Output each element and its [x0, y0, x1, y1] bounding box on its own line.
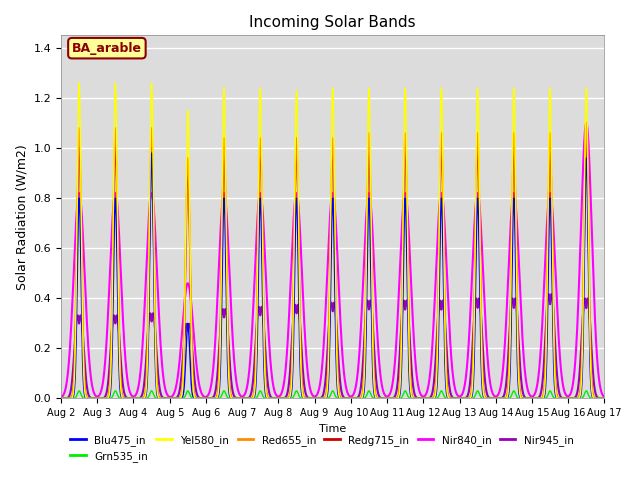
Blu475_in [312, 396, 320, 401]
Nir945_in [485, 395, 493, 401]
Blu475_in [148, 150, 156, 156]
Redg715_in [424, 396, 432, 401]
Yel580_in [600, 396, 607, 401]
Redg715_in [57, 396, 65, 401]
Blu475_in [424, 396, 432, 401]
Nir945_in [57, 396, 65, 401]
Red655_in [155, 393, 163, 399]
Yel580_in [486, 396, 493, 401]
Nir840_in [57, 395, 65, 400]
Grn535_in [57, 396, 65, 401]
Y-axis label: Solar Radiation (W/m2): Solar Radiation (W/m2) [15, 144, 28, 290]
Grn535_in [582, 388, 590, 394]
Redg715_in [76, 138, 83, 144]
Line: Nir945_in: Nir945_in [61, 294, 604, 398]
X-axis label: Time: Time [319, 424, 346, 433]
Yel580_in [76, 80, 83, 86]
Redg715_in [600, 396, 608, 401]
Nir945_in [548, 291, 556, 297]
Yel580_in [424, 396, 432, 401]
Redg715_in [486, 396, 493, 401]
Nir945_in [424, 396, 432, 401]
Nir945_in [600, 396, 607, 401]
Grn535_in [424, 396, 432, 401]
Nir840_in [424, 384, 432, 389]
Line: Yel580_in: Yel580_in [61, 83, 604, 398]
Redg715_in [312, 396, 320, 401]
Nir945_in [600, 396, 608, 401]
Red655_in [582, 120, 590, 126]
Text: BA_arable: BA_arable [72, 42, 142, 55]
Blu475_in [454, 396, 462, 401]
Red655_in [454, 396, 462, 401]
Line: Redg715_in: Redg715_in [61, 141, 604, 398]
Line: Grn535_in: Grn535_in [61, 391, 604, 398]
Red655_in [312, 396, 320, 401]
Title: Incoming Solar Bands: Incoming Solar Bands [250, 15, 416, 30]
Yel580_in [600, 396, 608, 401]
Yel580_in [57, 396, 65, 401]
Grn535_in [485, 396, 493, 401]
Grn535_in [454, 396, 462, 401]
Grn535_in [312, 396, 320, 401]
Nir840_in [155, 305, 163, 311]
Nir945_in [155, 377, 163, 383]
Blu475_in [600, 396, 607, 401]
Nir840_in [454, 393, 462, 399]
Nir840_in [600, 394, 608, 400]
Grn535_in [600, 396, 608, 401]
Blu475_in [600, 396, 608, 401]
Yel580_in [454, 396, 462, 401]
Redg715_in [600, 396, 607, 401]
Red655_in [485, 396, 493, 401]
Yel580_in [155, 395, 163, 401]
Line: Nir840_in: Nir840_in [61, 123, 604, 397]
Red655_in [600, 396, 607, 401]
Yel580_in [312, 396, 320, 401]
Grn535_in [155, 396, 163, 401]
Blu475_in [486, 396, 493, 401]
Line: Red655_in: Red655_in [61, 123, 604, 398]
Nir945_in [312, 396, 320, 401]
Line: Blu475_in: Blu475_in [61, 153, 604, 398]
Nir840_in [312, 393, 320, 398]
Nir945_in [454, 396, 462, 401]
Red655_in [424, 396, 432, 401]
Legend: Blu475_in, Grn535_in, Yel580_in, Red655_in, Redg715_in, Nir840_in, Nir945_in: Blu475_in, Grn535_in, Yel580_in, Red655_… [66, 431, 578, 466]
Blu475_in [155, 396, 163, 401]
Nir840_in [582, 120, 590, 126]
Blu475_in [57, 396, 65, 401]
Grn535_in [600, 396, 607, 401]
Nir840_in [485, 373, 493, 379]
Nir840_in [600, 394, 607, 399]
Red655_in [600, 396, 608, 401]
Red655_in [57, 396, 65, 401]
Redg715_in [155, 395, 163, 400]
Redg715_in [454, 396, 462, 401]
